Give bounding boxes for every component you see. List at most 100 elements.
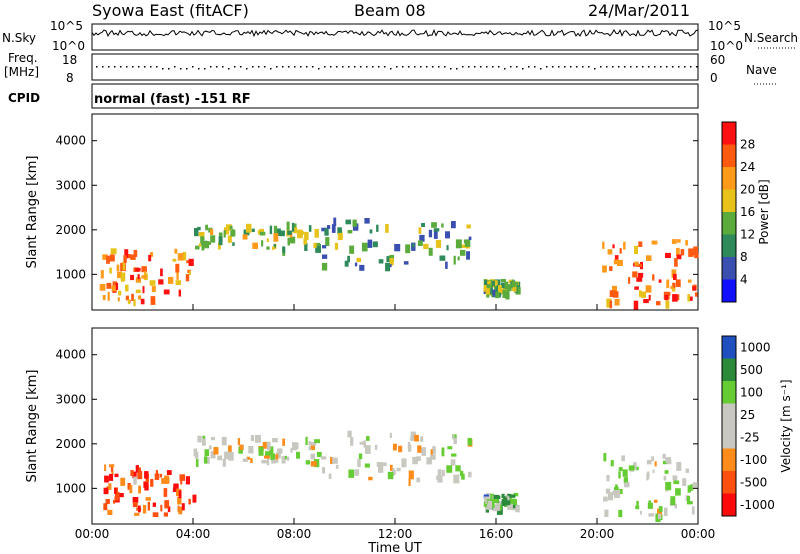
echo-cell [229, 225, 233, 230]
colorbar-segment [722, 279, 736, 302]
colorbar-tick-label: 28 [740, 138, 755, 152]
freq-point [588, 66, 590, 68]
echo-cell [279, 230, 285, 237]
echo-cell [151, 285, 156, 292]
echo-cell [638, 241, 643, 247]
echo-cell [308, 440, 311, 446]
echo-cell [364, 218, 370, 224]
echo-cell [230, 230, 236, 237]
echo-cell [430, 454, 433, 460]
echo-cell [175, 280, 181, 285]
echo-cell [602, 241, 605, 249]
colorbar-tick-label: 100 [740, 385, 763, 399]
echo-cell [617, 260, 623, 266]
echo-cell [664, 291, 671, 296]
echo-cell [222, 458, 226, 467]
echo-cell [441, 223, 444, 228]
power-y-ticks: 1000 2000 3000 4000 [55, 134, 698, 281]
date-title: 24/Mar/2011 [588, 1, 690, 20]
freq-point [594, 68, 596, 70]
echo-cell [451, 453, 457, 457]
echo-cell [327, 225, 331, 229]
echo-cell [428, 229, 433, 238]
freq-point [666, 66, 668, 68]
echo-cell [120, 477, 126, 486]
colorbar-segment [722, 122, 736, 145]
echo-cell [506, 499, 511, 506]
echo-cell [210, 235, 216, 243]
x-axis-ticks: 00:00 04:00 08:00 12:00 16:00 20:00 00:00 [75, 304, 715, 541]
echo-cell [607, 492, 614, 501]
echo-cell [672, 282, 676, 290]
echo-cell [109, 254, 115, 262]
echo-cell [391, 470, 396, 475]
echo-cell [492, 289, 498, 297]
echo-cell [308, 446, 311, 451]
freq-point [540, 68, 542, 70]
echo-cell [178, 289, 181, 297]
echo-cell [137, 470, 143, 480]
freq-point [648, 66, 650, 68]
echo-cell [132, 502, 138, 508]
echo-cell [273, 233, 279, 242]
y-tick-label: 1000 [55, 481, 86, 495]
echo-cell [674, 503, 677, 509]
echo-cell [282, 438, 285, 446]
noise-line [91, 28, 699, 38]
echo-cell [636, 263, 642, 267]
echo-cell [116, 264, 120, 272]
colorbar-tick-label: 20 [740, 183, 755, 197]
echo-cell [347, 255, 350, 263]
echo-cell [515, 287, 521, 295]
echo-cell [498, 285, 502, 293]
freq-left-tick-bottom: 8 [66, 71, 74, 85]
echo-cell [248, 446, 254, 454]
echo-cell [322, 254, 328, 259]
echo-cell [106, 255, 110, 264]
echo-cell [657, 513, 660, 520]
echo-cell [223, 230, 226, 238]
echo-cell [687, 296, 693, 301]
echo-cell [290, 447, 293, 453]
echo-cell [293, 227, 298, 234]
echo-cell [633, 462, 637, 470]
echo-cell [127, 299, 131, 305]
echo-cell [102, 295, 106, 301]
freq-point [360, 66, 362, 68]
echo-cell [612, 244, 615, 249]
echo-cell [161, 478, 166, 484]
freq-point [126, 66, 128, 68]
echo-cell [688, 501, 693, 505]
echo-cell [408, 478, 411, 486]
noise-left-tick-bottom: 10^0 [52, 39, 85, 53]
freq-point [240, 66, 242, 68]
colorbar-tick-label: 4 [740, 273, 748, 287]
echo-cell [193, 448, 197, 457]
echo-cell [618, 467, 623, 472]
freq-point [414, 66, 416, 68]
echo-cell [141, 266, 147, 273]
freq-trace [96, 66, 698, 70]
y-tick-label: 4000 [55, 134, 86, 148]
echo-cell [310, 443, 315, 450]
freq-point [330, 66, 332, 68]
echo-cell [109, 473, 114, 481]
echo-cell [258, 446, 264, 456]
freq-point [300, 66, 302, 68]
freq-point [486, 66, 488, 68]
freq-point [138, 66, 140, 68]
echo-cell [167, 506, 171, 513]
echo-cell [640, 511, 642, 515]
echo-cell [603, 453, 607, 462]
echo-cell [428, 247, 433, 256]
echo-cell [389, 432, 392, 438]
echo-cell [511, 499, 517, 508]
x-tick-label: 08:00 [277, 527, 312, 541]
echo-cell [152, 512, 159, 517]
freq-point [420, 66, 422, 68]
echo-cell [671, 287, 676, 292]
echo-cell [108, 483, 112, 490]
power-colorbar: 4 8 12 16 20 24 28 [721, 121, 755, 303]
freq-point [336, 66, 338, 68]
echo-cell [412, 456, 418, 465]
